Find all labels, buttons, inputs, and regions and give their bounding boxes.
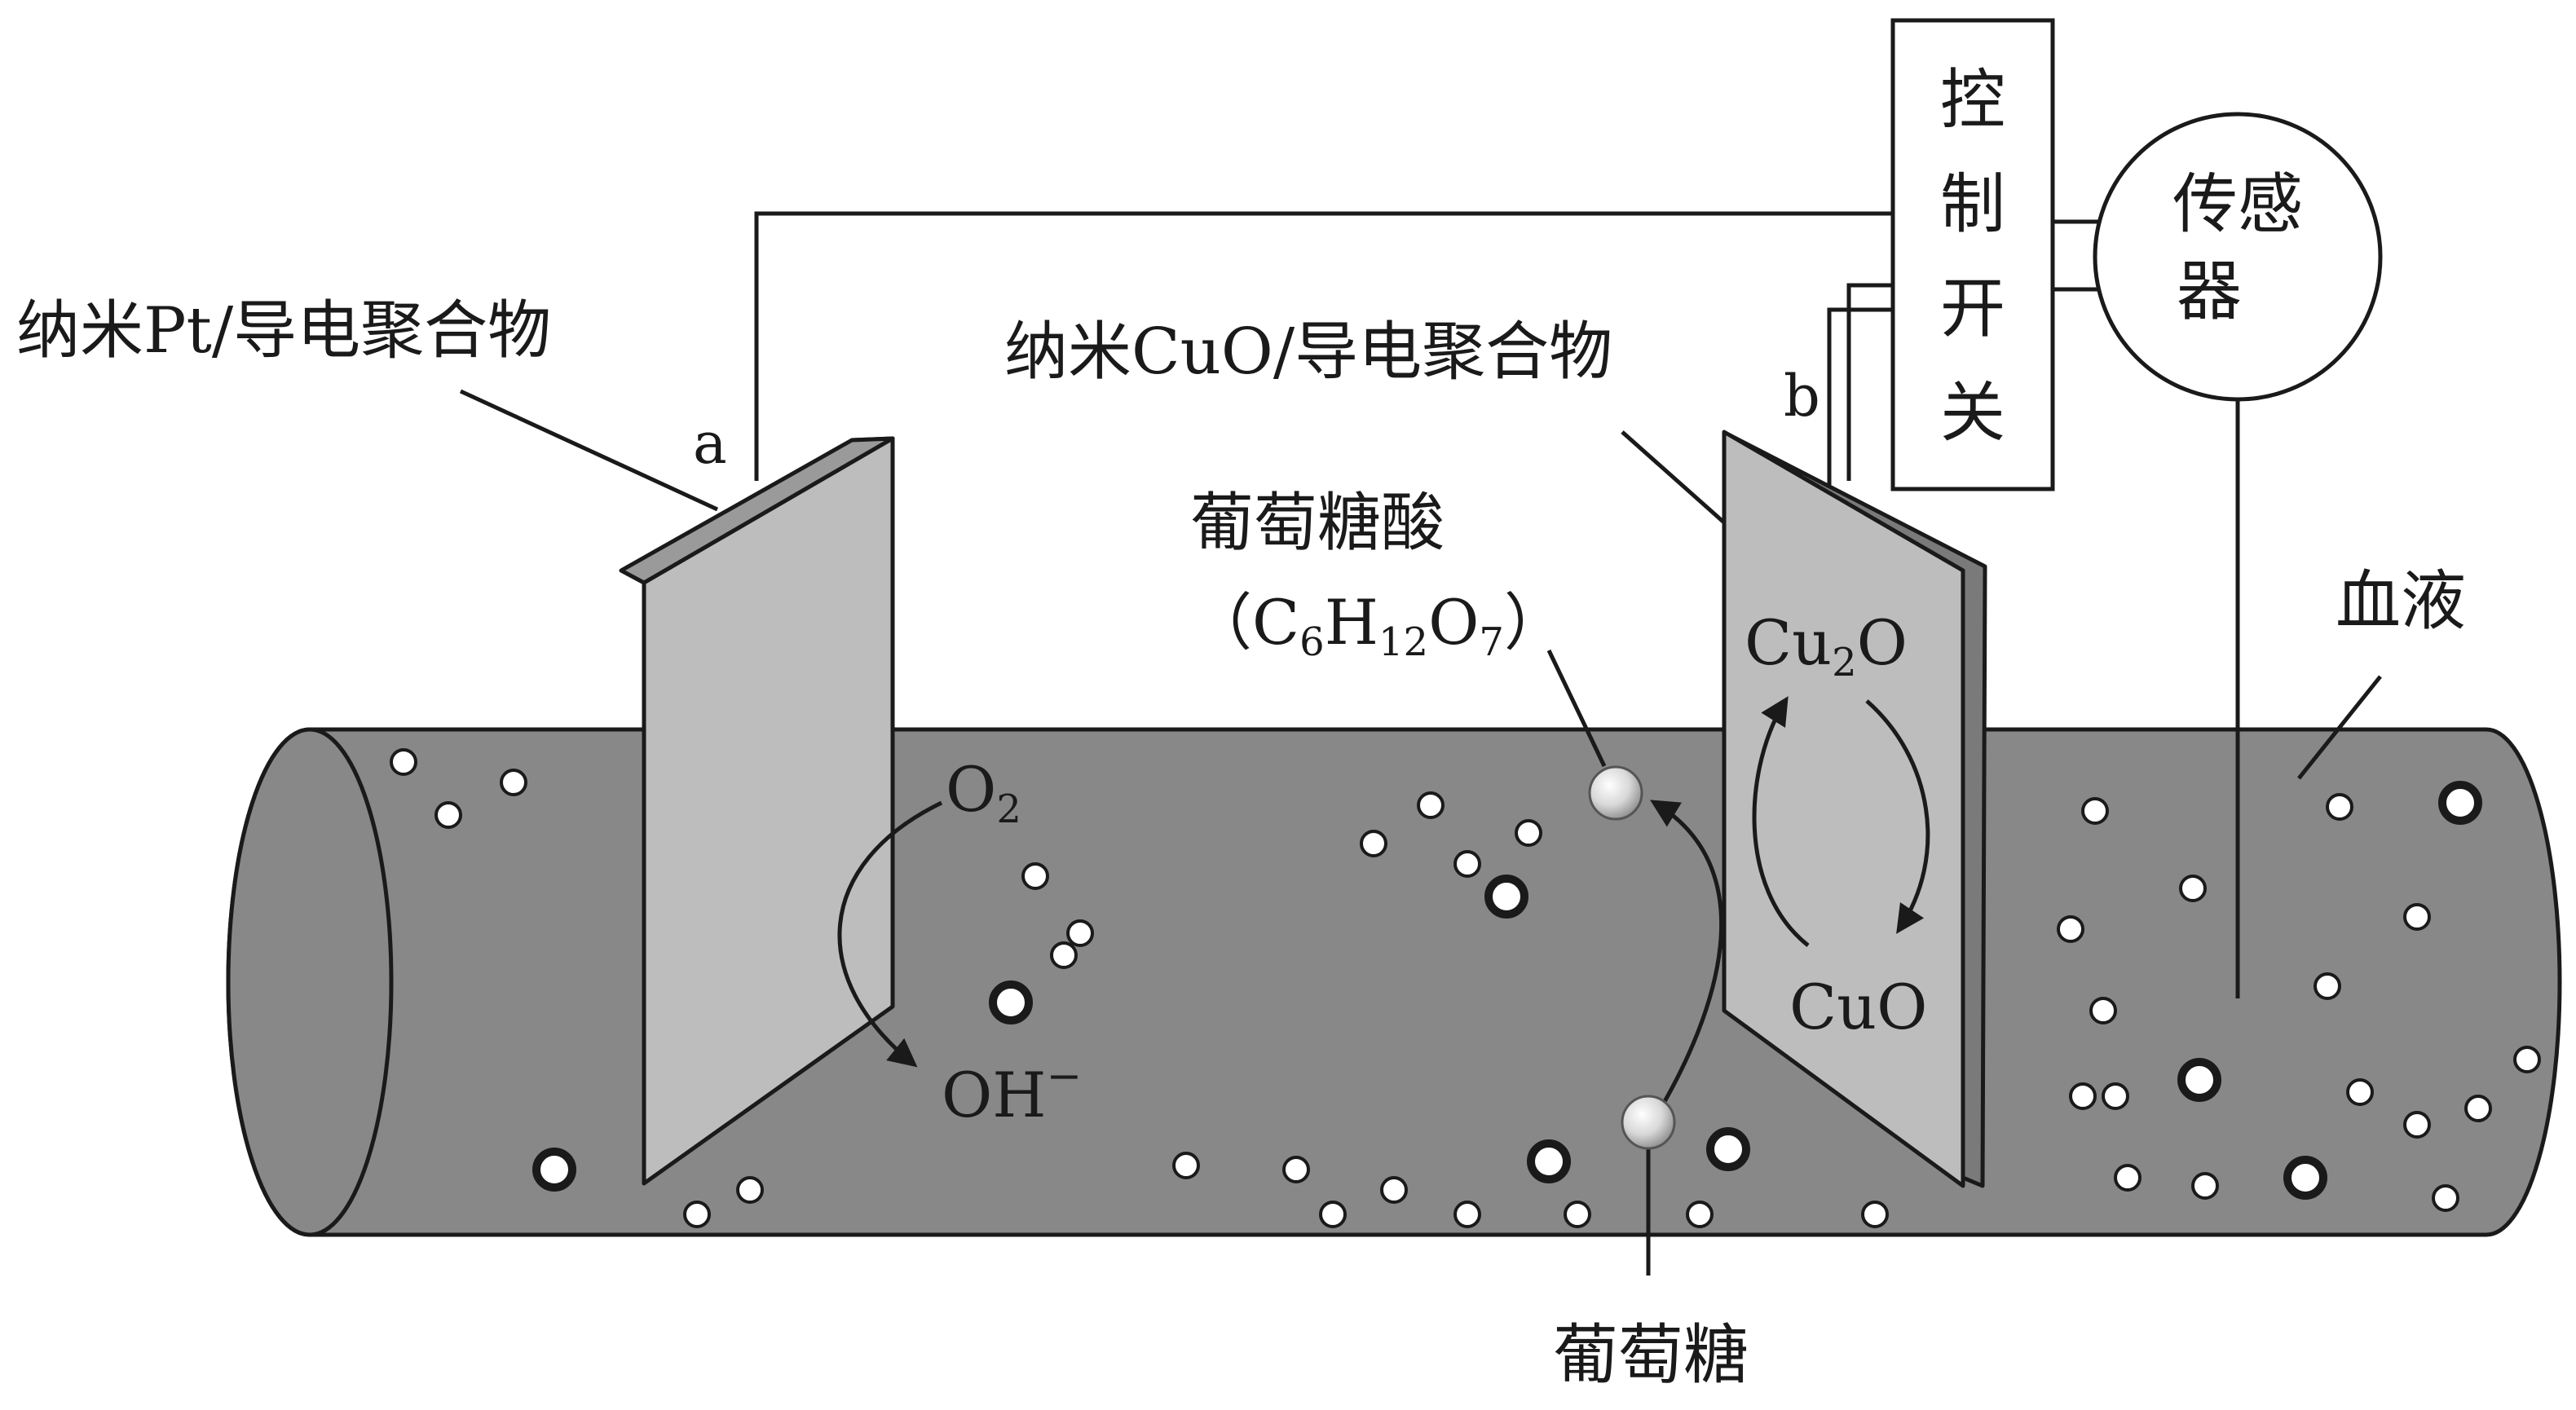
circuit-wires	[459, 211, 2382, 1276]
arrow-o2-to-oh	[837, 800, 943, 1068]
blood-bubble	[683, 1201, 711, 1228]
blood-bubble	[1360, 830, 1387, 857]
blood-bubble-large	[1484, 875, 1528, 919]
blood-bubble	[2403, 903, 2431, 931]
wire-electrode-a	[754, 211, 1893, 481]
blood-bubble	[1417, 791, 1445, 819]
blood-bubble	[1564, 1201, 1591, 1228]
control-switch-label: 控制开关	[1940, 62, 2005, 451]
electrode-a-material-label: 纳米Pt/导电聚合物	[16, 294, 551, 368]
blood-bubble	[1021, 862, 1049, 890]
blood-bubble	[2089, 997, 2117, 1024]
blood-bubble	[2057, 915, 2084, 943]
blood-bubble	[2191, 1172, 2219, 1200]
electrode-b	[1722, 430, 1987, 1188]
blood-bubble-large	[2283, 1156, 2327, 1200]
electrode-a	[619, 436, 895, 1186]
blood-bubble	[1172, 1152, 1200, 1179]
blood-bubble-large	[2438, 781, 2482, 825]
cu2o-label: Cu2O	[1745, 606, 1908, 685]
leader-electrode-a	[459, 389, 719, 512]
wire-electrode-b-2	[1846, 283, 1893, 481]
blood-bubble	[2326, 793, 2353, 821]
sensor-label-line1: 传感	[2172, 166, 2303, 242]
electrode-b-label: b	[1784, 363, 1820, 430]
gluconic-acid-label: 葡萄糖酸	[1190, 487, 1445, 560]
blood-bubble-large	[1706, 1127, 1750, 1171]
electrode-a-label: a	[693, 410, 727, 477]
blood-bubble-large	[2177, 1058, 2221, 1102]
blood-bubble-large	[532, 1148, 576, 1192]
gluconic-acid-molecule	[1588, 765, 1643, 821]
electrode-b-face	[1722, 430, 1965, 1188]
glucose-label: 葡萄糖	[1553, 1317, 1749, 1393]
leader-blood	[2297, 675, 2382, 780]
blood-bubble	[736, 1176, 764, 1204]
blood-bubble	[1453, 1201, 1481, 1228]
blood-bubble	[1515, 819, 1542, 847]
electrode-b-material-label: 纳米CuO/导电聚合物	[1004, 315, 1612, 389]
glucose-molecule	[1621, 1095, 1676, 1150]
o2-label: O2	[946, 753, 1021, 832]
blood-vessel	[226, 727, 2562, 1237]
control-switch: 控制开关	[1890, 18, 2055, 491]
blood-bubble	[1050, 941, 1078, 969]
blood-bubble	[390, 748, 417, 776]
blood-bubble-large	[989, 980, 1033, 1024]
blood-bubble	[500, 769, 527, 796]
reaction-arrows	[837, 696, 1930, 1106]
sensor-label-line2: 器	[2177, 253, 2242, 329]
blood-bubble	[1861, 1201, 1889, 1228]
blood-bubble	[2102, 1082, 2129, 1110]
blood-bubble	[1319, 1201, 1347, 1228]
blood-bubble	[1686, 1201, 1714, 1228]
blood-bubble	[1066, 919, 1094, 947]
blood-bubble	[2114, 1164, 2142, 1192]
vessel-body	[226, 727, 2562, 1237]
blood-label: 血液	[2336, 563, 2466, 639]
arrow-glucose-to-gluconic	[1650, 800, 1723, 1106]
wire-electrode-b	[1827, 307, 1893, 485]
control-switch-box	[1890, 18, 2055, 491]
blood-bubble	[2346, 1078, 2374, 1106]
arrow-cu2o-to-cuo	[1865, 699, 1930, 934]
blood-bubble	[2081, 797, 2109, 825]
blood-bubble	[1453, 850, 1481, 878]
blood-bubble	[2403, 1111, 2431, 1139]
blood-bubble	[2314, 972, 2341, 1000]
blood-bubble	[2432, 1184, 2459, 1212]
gluconic-acid-formula: （C6H12O7）	[1190, 586, 1566, 665]
blood-bubble	[2179, 875, 2207, 902]
blood-bubble	[1282, 1156, 1310, 1183]
blood-bubble-large	[1527, 1139, 1571, 1183]
blood-bubble	[2069, 1082, 2097, 1110]
oh-label: OH−	[942, 1052, 1082, 1131]
arrow-cuo-to-cu2o	[1752, 696, 1810, 947]
sensor: 传感 器	[2093, 112, 2383, 402]
leader-gluconic-acid	[1546, 649, 1607, 768]
blood-bubble	[2464, 1095, 2492, 1122]
blood-bubble	[2513, 1046, 2541, 1073]
blood-bubbles	[390, 748, 2541, 1228]
vessel-opening	[226, 727, 394, 1237]
sensor-circle	[2093, 112, 2383, 402]
blood-bubble	[434, 801, 462, 829]
blood-bubble	[1380, 1176, 1408, 1204]
cuo-label: CuO	[1789, 971, 1927, 1043]
electrode-a-face	[642, 436, 895, 1186]
